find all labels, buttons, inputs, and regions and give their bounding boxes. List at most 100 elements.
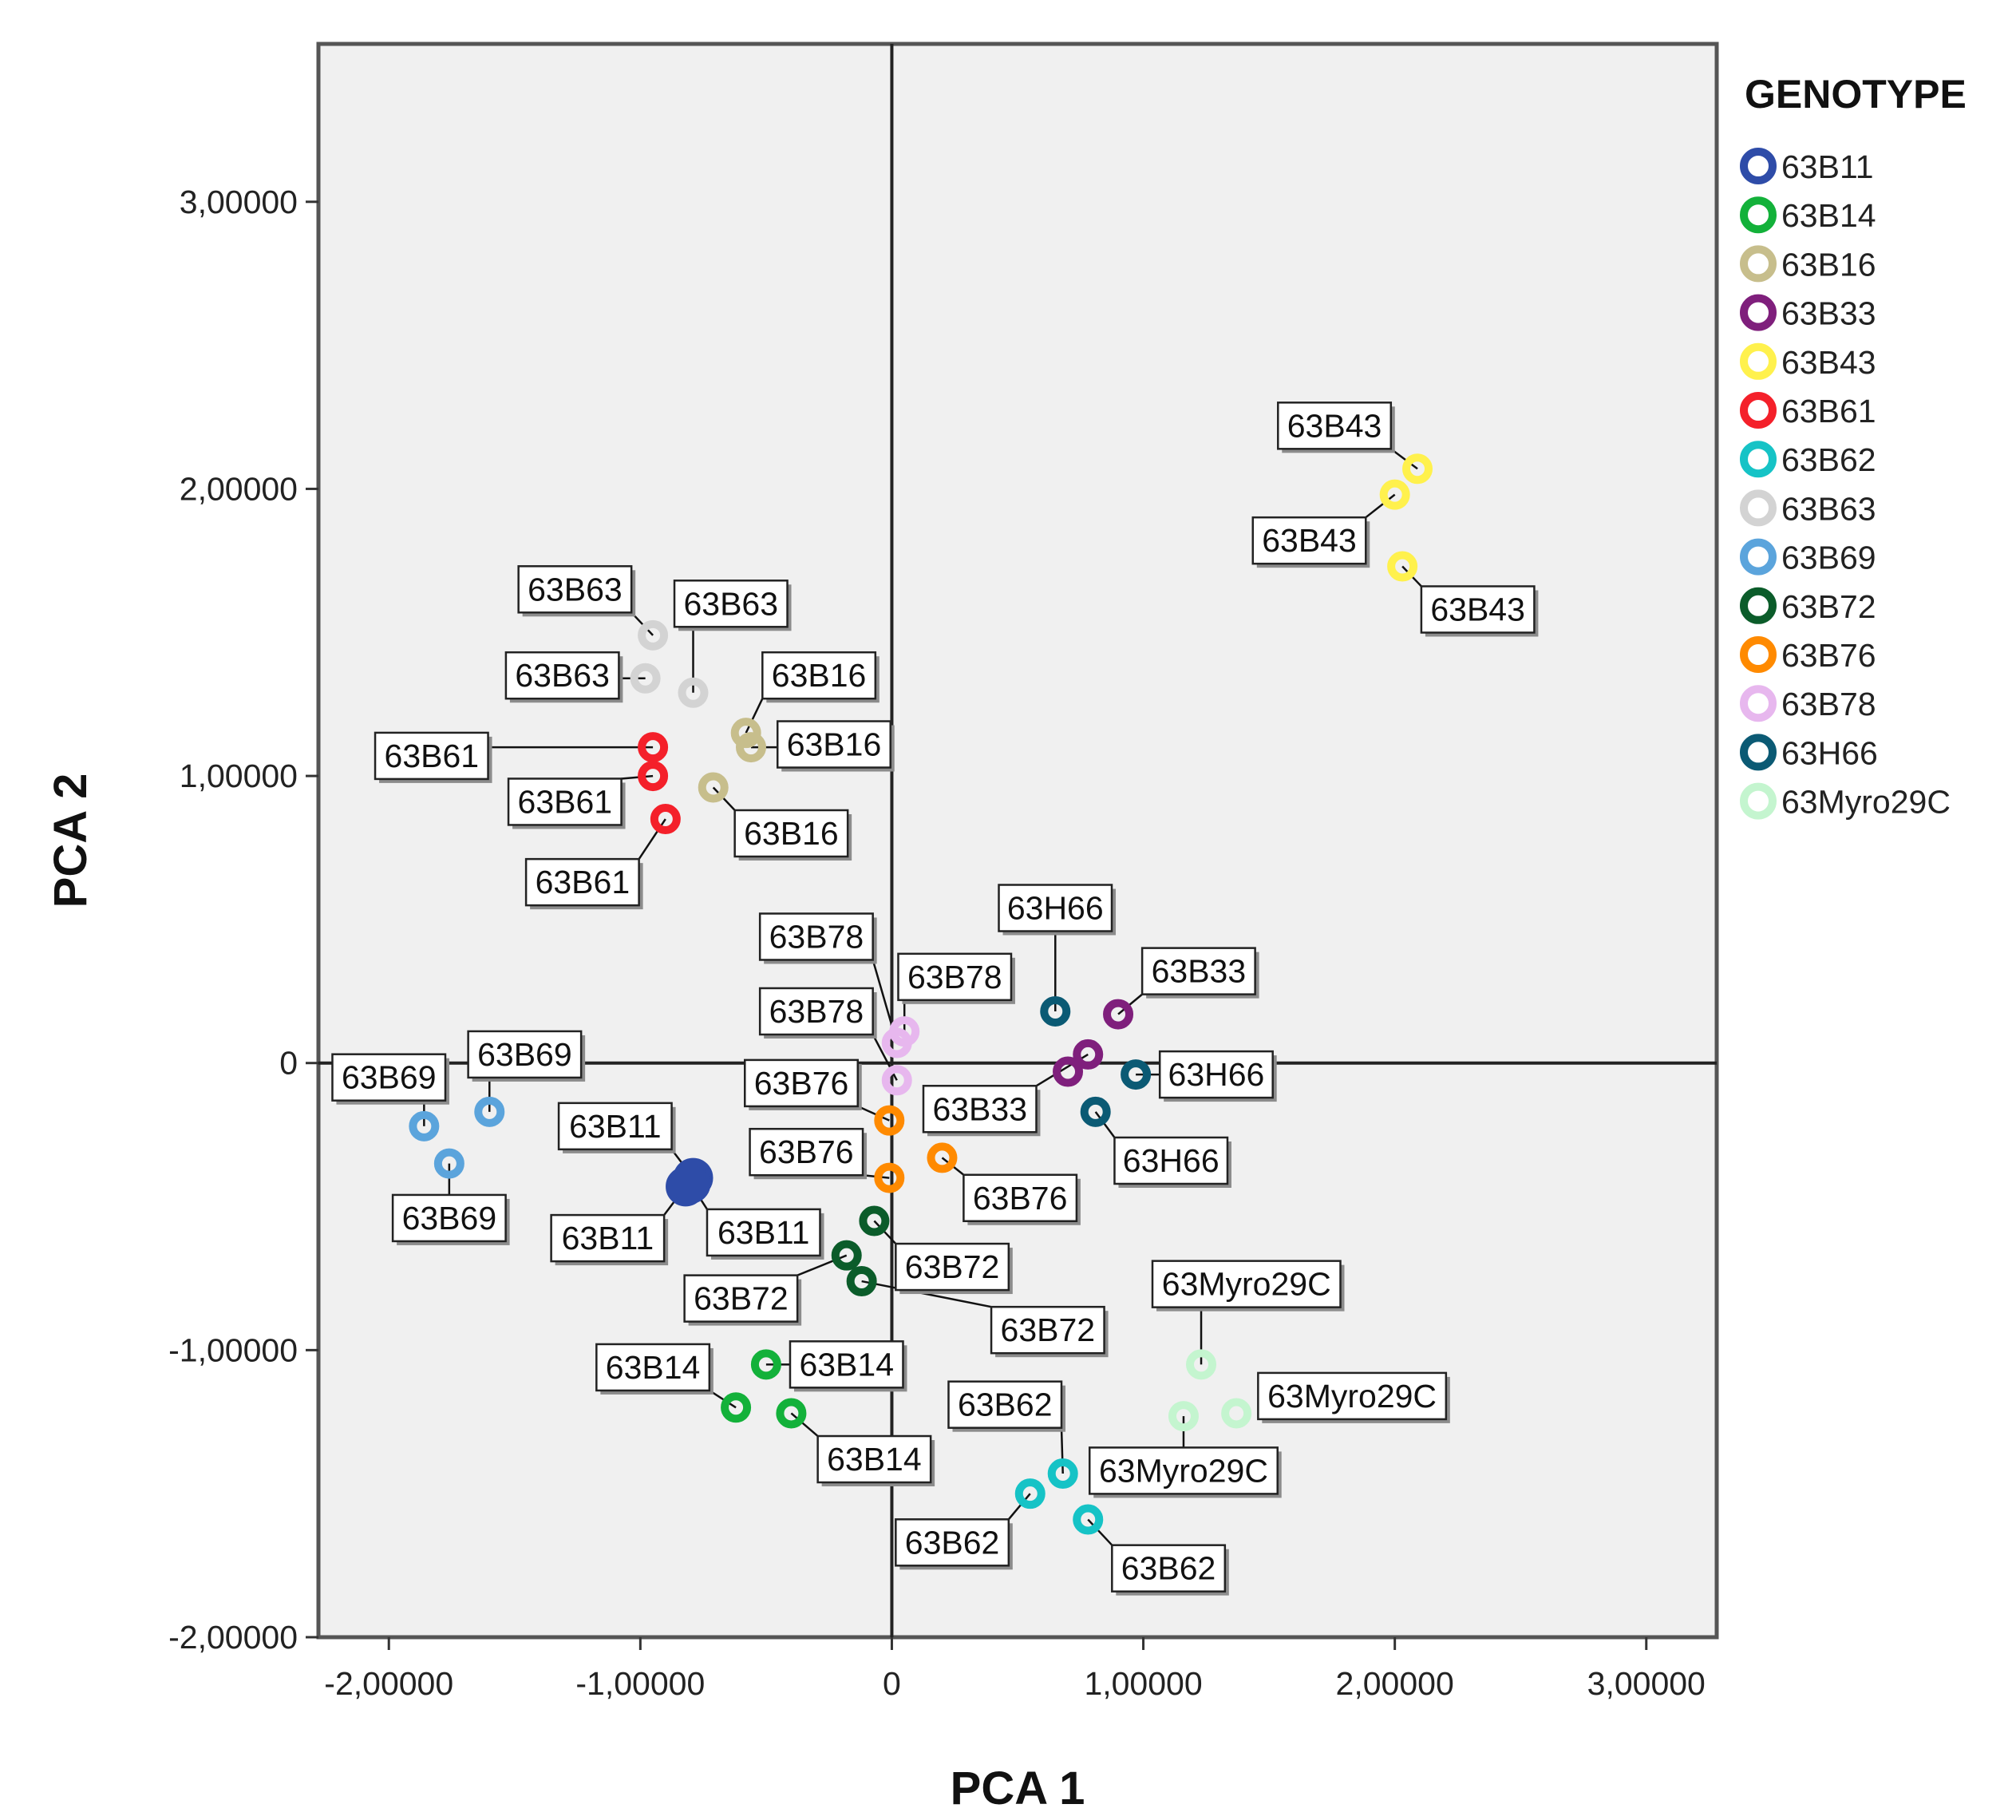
point-label: 63B62 xyxy=(895,1518,1013,1570)
point-label-text: 63B72 xyxy=(905,1248,1000,1285)
y-axis: -2,00000 -1,00000 0 1,00000 2,00000 3,00000 xyxy=(168,184,318,1656)
label-leader-line xyxy=(1390,448,1418,470)
point-label: 63B14 xyxy=(789,1340,907,1392)
legend-swatch xyxy=(1740,196,1777,234)
legend-label: 63B62 xyxy=(1781,441,1876,478)
point-label: 63H66 xyxy=(1158,1050,1277,1102)
legend-item: 63B33 xyxy=(1740,294,1876,332)
point-label: 63B78 xyxy=(897,952,1015,1004)
point-label-text: 63B14 xyxy=(827,1441,922,1478)
point-label: 63B61 xyxy=(507,777,626,829)
point-label: 63B43 xyxy=(1420,585,1539,637)
point-label-text: 63B61 xyxy=(385,738,480,774)
y-axis-title: PCA 2 xyxy=(45,774,97,908)
legend-item: 63B61 xyxy=(1740,392,1876,429)
data-point xyxy=(638,761,669,792)
point-label: 63B69 xyxy=(331,1053,449,1105)
point-label-text: 63B78 xyxy=(769,918,864,955)
legend-label: 63B69 xyxy=(1781,540,1876,576)
data-point xyxy=(1073,1039,1104,1070)
point-label: 63B72 xyxy=(895,1242,1013,1295)
point-label-box xyxy=(673,580,789,628)
data-points xyxy=(409,453,1433,1535)
point-label-box xyxy=(897,952,1013,1002)
point-label-text: 63B11 xyxy=(569,1108,662,1145)
point-label-text: 63B76 xyxy=(973,1180,1068,1217)
point-label-text: 63B62 xyxy=(905,1524,1000,1561)
point-label: 63B16 xyxy=(761,651,880,703)
point-label: 63B61 xyxy=(524,857,643,910)
legend-swatch xyxy=(1740,342,1777,380)
legend-label: 63B11 xyxy=(1781,148,1874,185)
point-label-text: 63B72 xyxy=(1001,1312,1096,1348)
legend-item: 63B76 xyxy=(1740,636,1876,674)
point-label: 63B33 xyxy=(922,1085,1041,1137)
data-point xyxy=(1073,1504,1104,1535)
legend-label: 63B72 xyxy=(1781,588,1876,625)
point-label-text: 63B63 xyxy=(528,571,623,607)
point-label: 63B69 xyxy=(391,1193,510,1245)
data-point xyxy=(1014,1478,1046,1509)
point-label-box xyxy=(744,1058,860,1108)
point-label-text: 63B33 xyxy=(1152,953,1247,990)
point-label-box xyxy=(761,651,877,700)
data-point xyxy=(1402,453,1433,485)
legend-label: 63B78 xyxy=(1781,686,1876,722)
point-label: 63B14 xyxy=(816,1434,935,1487)
data-point xyxy=(638,619,669,651)
legend-swatch xyxy=(1740,245,1777,283)
point-label: 63B16 xyxy=(733,809,852,861)
data-point xyxy=(927,1142,958,1173)
point-label: 63Myro29C xyxy=(1257,1371,1450,1423)
label-leader-line xyxy=(1094,1111,1116,1138)
point-label: 63B43 xyxy=(1277,402,1395,453)
point-label-box xyxy=(1277,402,1393,450)
data-point xyxy=(831,1240,862,1271)
data-point xyxy=(735,732,766,763)
point-label-text: 63Myro29C xyxy=(1099,1452,1268,1489)
label-leader-line xyxy=(712,786,736,811)
point-label-box xyxy=(749,1127,864,1177)
point-label-box xyxy=(504,651,620,700)
point-label-box xyxy=(1113,1136,1229,1185)
data-point xyxy=(650,804,681,835)
point-label-box xyxy=(550,1213,666,1263)
label-leader-line xyxy=(1365,493,1396,519)
y-tick-label: 3,00000 xyxy=(180,184,298,220)
point-label-box xyxy=(733,809,849,858)
point-label-text: 63H66 xyxy=(1007,890,1104,927)
point-label-box xyxy=(1420,585,1536,634)
point-label: 63B78 xyxy=(758,987,877,1039)
point-label-box xyxy=(947,1380,1063,1429)
point-label-text: 63B61 xyxy=(536,864,630,900)
data-point xyxy=(638,732,669,763)
point-label-text: 63B11 xyxy=(717,1214,810,1251)
legend-item: 63H66 xyxy=(1740,734,1878,771)
point-label: 63B76 xyxy=(744,1058,862,1110)
legend-title: GENOTYPE xyxy=(1745,72,1967,117)
label-leader-line xyxy=(1087,1518,1113,1546)
legend-swatch xyxy=(1740,392,1777,429)
point-label-box xyxy=(895,1518,1010,1567)
point-label-text: 63B69 xyxy=(477,1036,572,1073)
point-label-text: 63B61 xyxy=(518,783,613,820)
point-label-box xyxy=(557,1102,673,1151)
plot-area xyxy=(316,42,1719,1640)
y-tick-label: 1,00000 xyxy=(180,758,298,794)
legend-label: 63B61 xyxy=(1781,393,1876,429)
data-point xyxy=(698,772,729,803)
data-point xyxy=(1379,479,1410,510)
point-label-text: 63B62 xyxy=(958,1387,1053,1423)
label-leader-line xyxy=(1060,1427,1064,1474)
data-point xyxy=(1121,1059,1152,1090)
data-point xyxy=(1053,1056,1084,1087)
point-label-text: 63B76 xyxy=(759,1134,854,1170)
label-leader-line xyxy=(745,698,764,734)
legend-item: 63B14 xyxy=(1740,196,1876,234)
point-label-box xyxy=(990,1305,1105,1355)
x-tick-label: -2,00000 xyxy=(324,1665,453,1702)
y-tick-label: -2,00000 xyxy=(168,1619,298,1656)
point-label-text: 63B16 xyxy=(787,726,882,763)
